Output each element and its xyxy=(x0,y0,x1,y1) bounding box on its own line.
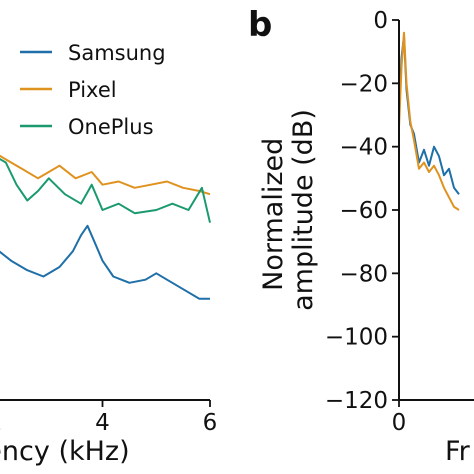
panel-b: b 0 −20 −40 −60 −80 −100 −120 0 Normalized amp… xyxy=(248,5,474,467)
panel-b-y-axis-label-line2: amplitude (dB) xyxy=(288,109,319,311)
legend-label-samsung: Samsung xyxy=(68,41,166,65)
panel-b-y-axis-label-line1: Normalized xyxy=(258,138,289,291)
panel-a-x-axis-label: Frequency (kHz) xyxy=(0,436,130,467)
panel-a-x-tick-label-2: 2 xyxy=(0,410,2,436)
panel-b-letter: b xyxy=(248,5,272,45)
panel-b-y-tick-label--20: −20 xyxy=(339,71,388,97)
legend: Samsung Pixel OnePlus xyxy=(20,41,166,139)
panel-b-y-axis-label: Normalized amplitude (dB) xyxy=(258,109,319,311)
panel-a-x-tick-label-4: 4 xyxy=(95,410,110,436)
panel-a-series-pixel xyxy=(0,154,211,196)
panel-b-series-pixel xyxy=(398,31,460,211)
panel-b-y-tick-label--80: −80 xyxy=(339,261,388,287)
panel-a-x-tick-label-6: 6 xyxy=(203,410,218,436)
panel-b-y-tick-label--60: −60 xyxy=(339,198,388,224)
panel-b-x-axis-label: Fr xyxy=(445,436,471,467)
legend-label-oneplus: OnePlus xyxy=(68,115,154,139)
panel-b-y-tick-label--40: −40 xyxy=(339,135,388,161)
panel-a-series-oneplus xyxy=(0,157,211,223)
panel-a: 2 4 6 Frequency (kHz) Samsung Pixel OnePlus xyxy=(0,41,217,467)
legend-label-pixel: Pixel xyxy=(68,78,117,102)
panel-b-y-tick-label--100: −100 xyxy=(325,325,388,351)
panel-b-y-tick-label-0: 0 xyxy=(373,8,388,34)
panel-a-series-samsung xyxy=(0,224,210,300)
panel-b-x-tick-label-0: 0 xyxy=(392,410,407,436)
panel-b-y-tick-label--120: −120 xyxy=(325,388,388,414)
